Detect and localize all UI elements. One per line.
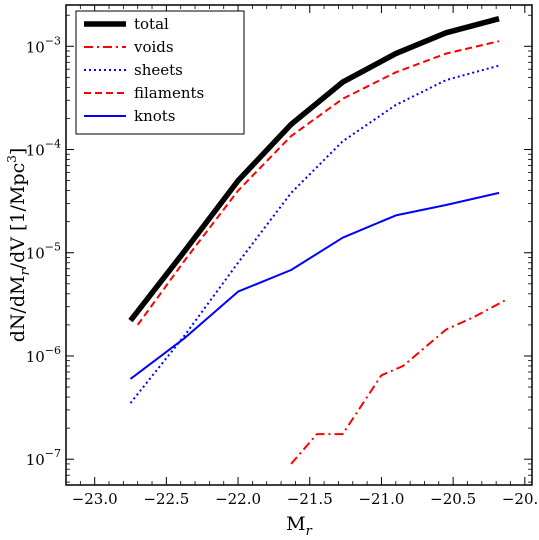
x-tick-label: −22.0 xyxy=(215,490,261,508)
y-tick-label: 10−7 xyxy=(26,447,61,469)
series-layer xyxy=(128,16,507,465)
x-tick-label: −22.5 xyxy=(143,490,189,508)
legend-label-voids: voids xyxy=(133,38,174,56)
series-line-sheets xyxy=(129,64,500,404)
legend-box xyxy=(75,10,245,135)
series-line-knots xyxy=(129,191,500,380)
y-tick-label: 10−3 xyxy=(26,34,61,56)
y-tick-label: 10−6 xyxy=(26,344,61,366)
y-tick-label: 10−4 xyxy=(26,138,61,160)
legend-label-knots: knots xyxy=(134,107,176,125)
x-tick-label: −23.0 xyxy=(72,490,118,508)
x-tick-label: −21.0 xyxy=(358,490,404,508)
series-line-voids xyxy=(290,298,507,465)
legend-label-total: total xyxy=(134,15,169,33)
ticks-layer: −23.0 −22.5 −22.0 −21.5 −21.0 −20.5 −20.0 10−7 1… xyxy=(26,5,539,508)
x-tick-label: −20.5 xyxy=(430,490,476,508)
legend: total voids sheets filaments knots xyxy=(75,10,245,135)
x-axis-label: Mr xyxy=(286,513,312,539)
y-axis-label: dN/dMr/dV [1/Mpc3] xyxy=(5,148,33,343)
series-line-total xyxy=(128,16,500,323)
plot-frame xyxy=(65,4,533,486)
y-tick-label: 10−5 xyxy=(26,241,61,263)
legend-label-sheets: sheets xyxy=(134,61,183,79)
legend-label-filaments: filaments xyxy=(134,84,204,102)
x-tick-label: −20.0 xyxy=(502,490,539,508)
x-tick-label: −21.5 xyxy=(287,490,333,508)
series-line-filaments xyxy=(136,40,500,326)
